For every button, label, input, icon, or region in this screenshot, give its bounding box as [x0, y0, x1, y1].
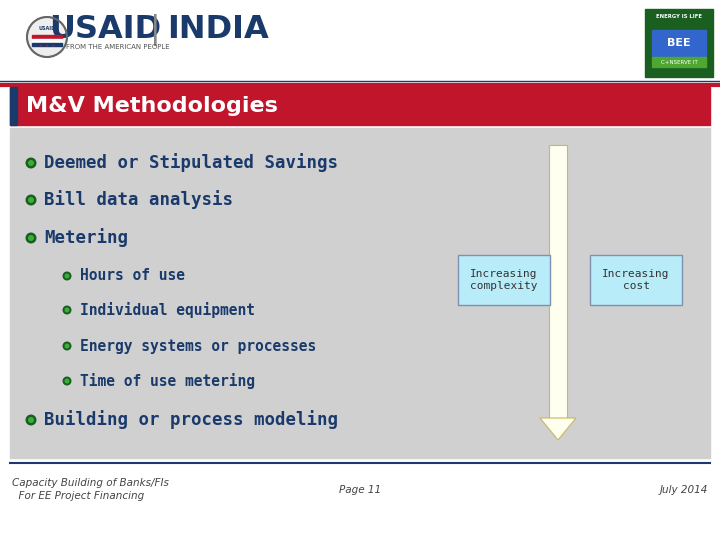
Text: July 2014: July 2014	[660, 485, 708, 495]
Text: Individual equipment: Individual equipment	[80, 302, 255, 318]
Text: ENERGY IS LIFE: ENERGY IS LIFE	[656, 14, 702, 18]
Bar	[10, 87, 710, 125]
Text: Hours of use: Hours of use	[80, 268, 185, 284]
Bar	[32, 35, 62, 38]
Bar	[590, 255, 682, 305]
Circle shape	[28, 417, 34, 423]
Circle shape	[25, 194, 37, 206]
Text: Metering: Metering	[44, 228, 128, 247]
Text: Increasing
cost: Increasing cost	[602, 269, 670, 291]
Bar	[458, 255, 550, 305]
Text: Energy systems or processes: Energy systems or processes	[80, 339, 316, 354]
Bar	[32, 39, 62, 42]
Circle shape	[28, 235, 34, 241]
Text: FROM THE AMERICAN PEOPLE: FROM THE AMERICAN PEOPLE	[66, 44, 170, 50]
Text: Capacity Building of Banks/FIs: Capacity Building of Banks/FIs	[12, 478, 169, 488]
Bar	[32, 43, 62, 46]
Bar	[645, 9, 713, 77]
Polygon shape	[540, 418, 576, 440]
Circle shape	[63, 272, 71, 280]
Text: Page 11: Page 11	[339, 485, 381, 495]
Circle shape	[65, 379, 70, 383]
Text: USAID: USAID	[49, 15, 161, 45]
Circle shape	[28, 160, 34, 166]
Text: ★  ★  ★: ★ ★ ★	[39, 44, 55, 48]
Text: USAID: USAID	[38, 25, 55, 30]
Bar	[652, 57, 706, 67]
Bar	[10, 87, 17, 125]
Circle shape	[25, 158, 37, 168]
Text: C+NSERVE IT: C+NSERVE IT	[661, 59, 698, 64]
Text: M&V Methodologies: M&V Methodologies	[26, 96, 278, 116]
Bar	[652, 30, 706, 56]
Bar	[549, 145, 567, 418]
Text: Deemed or Stipulated Savings: Deemed or Stipulated Savings	[44, 153, 338, 172]
Text: INDIA: INDIA	[167, 15, 269, 45]
Text: For EE Project Financing: For EE Project Financing	[12, 491, 144, 501]
Circle shape	[63, 306, 71, 314]
Text: Bill data analysis: Bill data analysis	[44, 191, 233, 210]
Circle shape	[65, 307, 70, 313]
Circle shape	[63, 341, 71, 350]
Text: |: |	[150, 14, 161, 46]
Bar	[0, 0, 720, 85]
Circle shape	[25, 233, 37, 244]
Text: Time of use metering: Time of use metering	[80, 373, 255, 389]
Text: Increasing
complexity: Increasing complexity	[470, 269, 538, 291]
Circle shape	[65, 273, 70, 279]
Circle shape	[25, 415, 37, 426]
Text: BEE: BEE	[667, 38, 690, 48]
Circle shape	[65, 343, 70, 348]
Circle shape	[27, 17, 67, 57]
Circle shape	[28, 197, 34, 203]
Circle shape	[63, 376, 71, 386]
Bar	[10, 128, 710, 458]
Text: Building or process modeling: Building or process modeling	[44, 410, 338, 429]
